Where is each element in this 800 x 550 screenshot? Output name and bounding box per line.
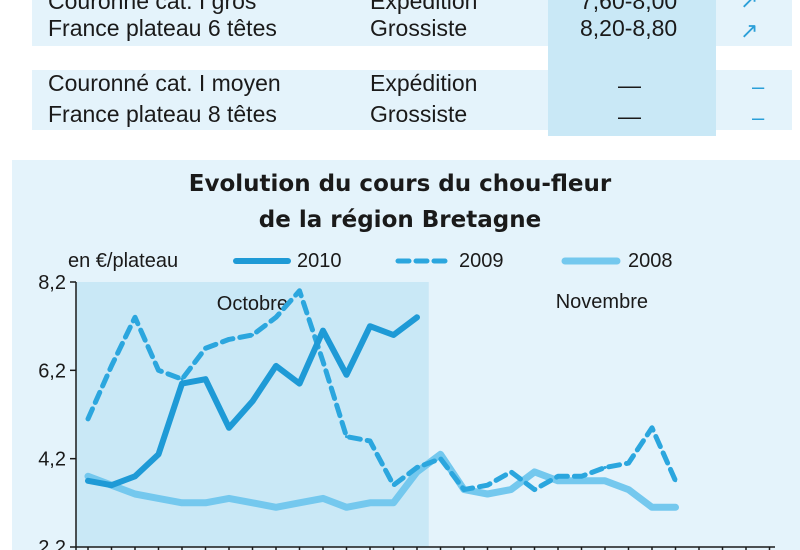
- legend-label-2009: 2009: [459, 250, 504, 272]
- data-point-2008: [180, 501, 184, 505]
- price-column-bg: [548, 0, 716, 136]
- data-point-2008: [650, 505, 654, 509]
- data-point-2008: [251, 501, 254, 505]
- chart-subtitle: de la région Bretagne: [258, 207, 542, 233]
- legend-label-2008: 2008: [628, 250, 673, 272]
- data-point-2008: [674, 505, 677, 509]
- stage-cell: Expédition: [370, 0, 478, 14]
- data-point-2010: [110, 483, 113, 487]
- data-point-2008: [345, 505, 348, 509]
- data-point-2009: [627, 461, 630, 465]
- product-cell: France plateau 8 têtes: [48, 101, 277, 127]
- data-point-2009: [86, 417, 90, 421]
- trend-up-icon: ↗: [740, 18, 759, 43]
- data-point-2009: [462, 488, 466, 492]
- data-point-2008: [392, 501, 395, 505]
- data-point-2010: [204, 377, 207, 381]
- trend-flat-icon: –: [752, 74, 765, 99]
- data-point-2010: [345, 373, 348, 377]
- data-point-2008: [157, 496, 160, 500]
- data-point-2009: [650, 426, 654, 430]
- data-point-2010: [415, 315, 419, 319]
- stage-cell: Expédition: [370, 70, 478, 96]
- data-point-2009: [439, 457, 442, 461]
- data-point-2010: [133, 474, 137, 478]
- y-tick-label: 4,2: [38, 449, 66, 471]
- data-point-2008: [274, 505, 278, 509]
- product-cell: Couronné cat. I gros: [48, 0, 257, 14]
- data-point-2009: [580, 474, 583, 478]
- stage-cell: Grossiste: [370, 15, 468, 41]
- data-point-2009: [204, 346, 207, 350]
- data-point-2008: [556, 479, 560, 483]
- data-point-2008: [603, 479, 607, 483]
- data-point-2010: [321, 329, 325, 333]
- data-point-2010: [298, 382, 301, 386]
- data-point-2008: [439, 452, 442, 456]
- data-point-2009: [674, 479, 677, 483]
- data-point-2009: [415, 466, 419, 469]
- data-point-2009: [486, 483, 489, 487]
- data-point-2008: [580, 479, 583, 483]
- data-point-2010: [368, 324, 372, 328]
- data-point-2009: [603, 466, 607, 469]
- price-cell: 7,60-8,00: [580, 0, 678, 14]
- price-cell: 8,20-8,80: [580, 15, 678, 41]
- trend-flat-icon: –: [752, 105, 765, 130]
- legend-label-2010: 2010: [297, 250, 342, 272]
- october-band: [76, 282, 429, 547]
- series-line-2008: [84, 450, 679, 511]
- data-point-2009: [298, 289, 301, 293]
- data-point-2009: [368, 439, 372, 443]
- data-point-2009: [157, 368, 160, 372]
- trend-up-icon: ↗: [740, 0, 759, 13]
- data-point-2008: [533, 470, 536, 474]
- data-point-2008: [321, 496, 325, 500]
- product-cell: Couronné cat. I moyen: [48, 70, 281, 96]
- data-point-2009: [345, 435, 348, 439]
- data-point-2009: [133, 315, 137, 319]
- price-cell: —: [618, 103, 641, 129]
- data-point-2008: [133, 492, 137, 496]
- data-point-2009: [509, 470, 513, 474]
- data-point-2009: [556, 474, 560, 478]
- series-line-2009: [85, 288, 678, 493]
- month-label-november: Novembre: [556, 291, 648, 313]
- data-point-2009: [180, 377, 184, 381]
- data-point-2010: [180, 382, 184, 386]
- data-point-2010: [227, 426, 231, 430]
- data-point-2009: [274, 315, 278, 319]
- data-point-2010: [392, 333, 395, 337]
- chart-title: Evolution du cours du chou-fleur: [188, 171, 612, 197]
- data-point-2010: [274, 364, 278, 368]
- month-label-october: Octobre: [217, 293, 288, 315]
- y-tick-label: 2,2: [38, 537, 66, 550]
- data-point-2008: [509, 488, 513, 492]
- data-point-2009: [392, 483, 395, 487]
- data-point-2008: [86, 474, 90, 478]
- data-point-2008: [298, 501, 301, 505]
- data-point-2009: [321, 360, 325, 363]
- data-point-2010: [157, 452, 160, 456]
- stage-cell: Grossiste: [370, 101, 468, 127]
- data-point-2008: [227, 496, 231, 500]
- data-point-2009: [227, 337, 231, 341]
- data-point-2010: [251, 399, 254, 403]
- data-point-2008: [627, 488, 630, 492]
- y-axis-unit: en €/plateau: [68, 250, 179, 272]
- data-point-2010: [86, 479, 90, 483]
- data-point-2008: [486, 492, 489, 496]
- data-point-2008: [368, 501, 372, 505]
- y-tick-label: 6,2: [38, 360, 66, 382]
- data-point-2009: [533, 488, 536, 492]
- data-point-2008: [204, 501, 207, 505]
- product-cell: France plateau 6 têtes: [48, 15, 277, 41]
- y-tick-label: 8,2: [38, 272, 66, 294]
- data-point-2009: [110, 364, 113, 368]
- data-point-2009: [251, 333, 254, 337]
- price-table: Couronné cat. I gros Expédition 7,60-8,0…: [0, 0, 800, 150]
- price-cell: —: [618, 72, 641, 98]
